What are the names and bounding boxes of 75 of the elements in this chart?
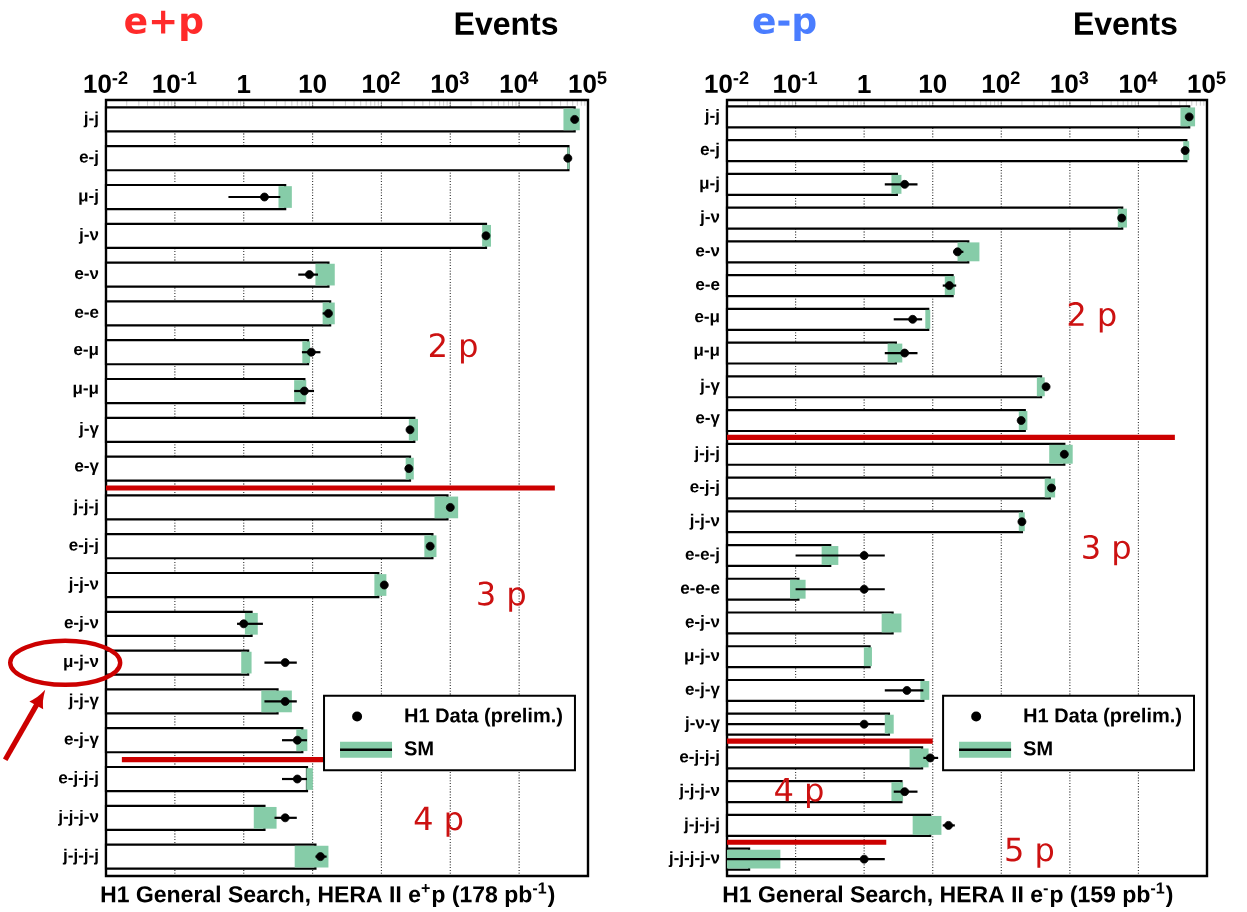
text: H1 General Search, HERA II e$^{-}$p (159 pb$^{-1}$): [723, 882, 1173, 907]
y-tick-label: e-e-j: [685, 547, 719, 564]
y-tick-label: e-j-γ: [64, 732, 99, 749]
x-tick-label: 10$^{-1}$: [153, 71, 197, 93]
x-tick-label: 10: [919, 74, 947, 93]
y-tick-label: e-e: [75, 308, 99, 319]
x-tick-label: 10$^{2}$: [982, 71, 1020, 93]
y-tick-label: e-γ: [75, 462, 99, 475]
x-tick-label: 10$^{2}$: [363, 71, 400, 93]
x-tick-label: 10$^{4}$: [500, 71, 539, 93]
x-tick-label: 10$^{3}$: [1051, 71, 1089, 93]
y-tick-label: j-j-j-ν: [679, 783, 720, 800]
y-tick-label: e-j-ν: [64, 615, 99, 632]
x-tick-label: 10$^{-1}$: [774, 71, 818, 93]
chart-title: e-p: [753, 13, 816, 41]
x-axis-title: Events: [455, 12, 558, 35]
y-tick-label: e-μ: [695, 313, 719, 326]
y-tick-label: j-j-γ: [68, 693, 99, 710]
y-tick-label: e-j-j: [690, 480, 719, 496]
y-tick-label: j-γ: [699, 378, 720, 395]
x-tick-label: 10$^{5}$: [1188, 71, 1226, 93]
text: H1 General Search, HERA II e$^{+}$p (178 pb$^{-1}$): [101, 882, 555, 907]
legend-label: H1 Data (prelim.): [1024, 707, 1181, 727]
annotation: 5 p: [1006, 837, 1054, 868]
y-tick-label: e-e: [696, 280, 720, 291]
y-tick-label: j-j-j-j: [62, 848, 98, 865]
annotation: 2 p: [429, 333, 477, 364]
y-tick-label: e-μ: [74, 345, 98, 359]
chart-title: e+p: [125, 10, 203, 41]
y-tick-label: e-j: [700, 142, 719, 159]
y-tick-label: j-j-ν: [689, 513, 720, 530]
y-tick-label: μ-j-ν: [685, 648, 720, 665]
y-tick-label: e-j-j-j: [679, 749, 719, 766]
y-tick-label: e-j: [79, 150, 98, 167]
annotation: 2 p: [1068, 302, 1116, 333]
x-tick-label: 10$^{5}$: [569, 71, 607, 93]
y-tick-label: j-j-ν: [68, 577, 99, 593]
y-tick-label: μ-j-ν: [64, 654, 99, 671]
y-tick-label: μ-μ: [694, 346, 719, 360]
x-tick-label: 1: [238, 75, 251, 93]
y-tick-label: e-e-e: [680, 584, 720, 594]
y-tick-label: j-γ: [78, 421, 99, 438]
legend-label: SM: [1023, 741, 1052, 756]
y-tick-label: j-j: [704, 108, 719, 125]
y-tick-label: e-j-ν: [685, 615, 720, 631]
y-tick-label: j-j-j-ν: [58, 809, 99, 826]
y-tick-label: e-j-j-j: [58, 771, 98, 787]
x-tick-label: 10$^{-2}$: [705, 71, 749, 93]
y-tick-label: j-j: [83, 111, 98, 128]
y-tick-label: μ-μ: [73, 384, 98, 398]
y-tick-label: j-j-j-j: [683, 817, 719, 834]
y-tick-label: j-ν-γ: [684, 716, 720, 733]
x-tick-label: 10: [299, 74, 326, 93]
x-axis-title: Events: [1075, 12, 1177, 35]
y-tick-label: μ-j: [700, 176, 719, 193]
annotation: 3 p: [478, 581, 525, 612]
legend-label: SM: [404, 741, 433, 756]
y-tick-label: e-j-j: [69, 538, 98, 555]
y-tick-label: μ-j: [79, 189, 98, 205]
x-tick-label: 10$^{3}$: [431, 71, 469, 93]
x-tick-label: 10$^{4}$: [1120, 71, 1158, 93]
x-tick-label: 1: [858, 75, 871, 93]
y-tick-label: j-ν: [699, 210, 720, 226]
legend-label: H1 Data (prelim.): [405, 707, 562, 727]
y-tick-label: j-j-j: [694, 446, 719, 463]
annotation: 4 p: [414, 806, 463, 837]
y-tick-label: j-ν: [78, 227, 99, 244]
y-tick-label: e-γ: [696, 414, 720, 427]
y-tick-label: j-j-j: [73, 499, 98, 516]
annotation: 3 p: [1083, 534, 1130, 566]
x-tick-label: 10$^{-2}$: [84, 71, 128, 93]
y-tick-label: e-ν: [75, 269, 99, 280]
y-tick-label: j-j-j-j-ν: [668, 851, 720, 868]
y-tick-label: e-ν: [696, 247, 720, 257]
y-tick-label: e-j-γ: [685, 682, 720, 699]
